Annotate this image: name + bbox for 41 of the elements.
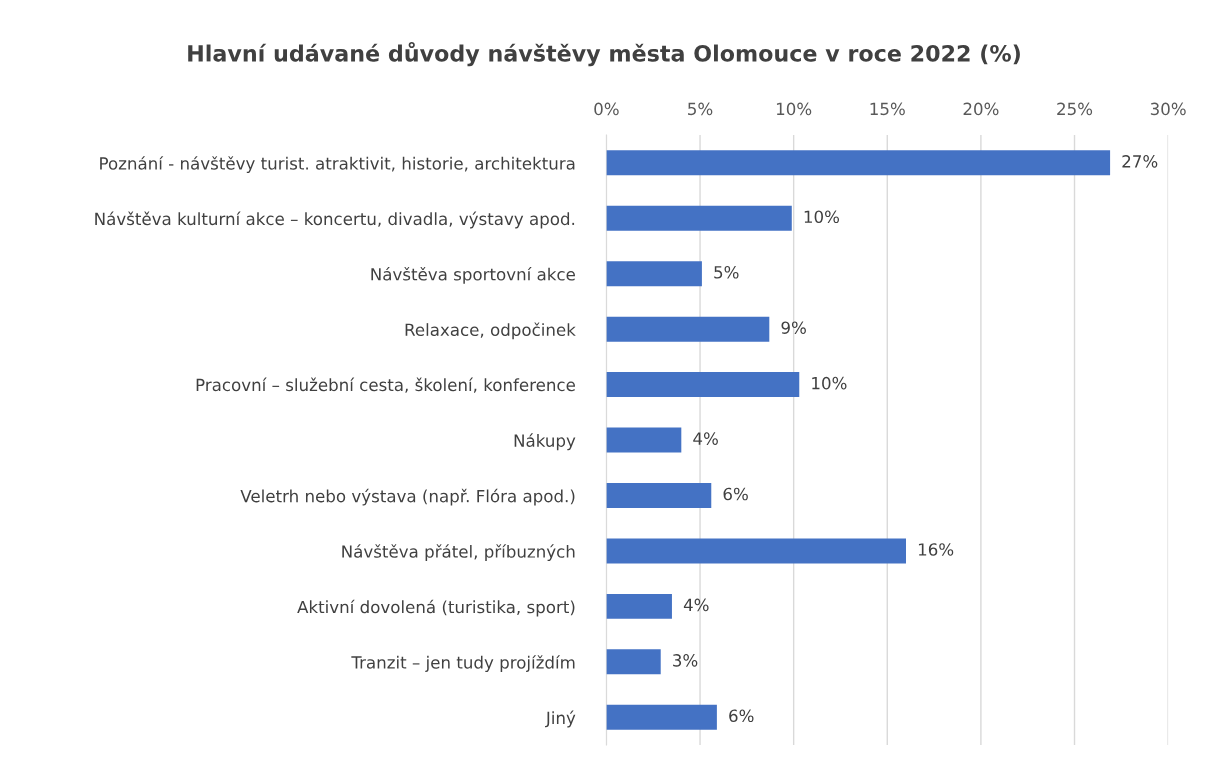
bar [606, 205, 792, 231]
x-tick-label: 5% [688, 102, 713, 116]
bar [606, 649, 661, 675]
x-tick-label: 30% [1150, 102, 1186, 116]
y-tick-label: Návštěva kulturní akce – koncertu, divadla, výstavy apod. [95, 211, 575, 229]
y-tick-label: Návštěva přátel, příbuzných [342, 544, 575, 562]
x-tick-label: 15% [870, 102, 905, 116]
chart-title: Hlavní udávané důvody návštěvy města Olomouce v roce 2022 (%) [188, 41, 1020, 67]
y-tick-label: Relaxace, odpočinek [405, 322, 576, 340]
bar [606, 427, 682, 453]
data-label: 27% [1122, 155, 1158, 168]
x-tick-label: 25% [1057, 102, 1093, 116]
bar [606, 704, 717, 730]
data-label: 5% [714, 265, 739, 279]
data-label: 16% [918, 543, 954, 556]
x-tick-label: 10% [776, 102, 812, 116]
data-label: 4% [693, 432, 718, 445]
y-tick-label: Poznání - návštěvy turist. atraktivit, historie, architektura [100, 156, 575, 173]
bar [606, 538, 906, 564]
y-tick-label: Nákupy [514, 433, 576, 451]
bar [606, 261, 702, 287]
data-label: 4% [683, 598, 709, 612]
data-label: 6% [723, 487, 748, 501]
bar [606, 316, 770, 342]
y-tick-label: Tranzit – jen tudy projíždím [351, 655, 575, 672]
x-tick-label: 20% [963, 102, 999, 116]
y-tick-label: Veletrh nebo výstava (např. Flóra apod.) [240, 488, 575, 506]
y-tick-label: Pracovní – služební cesta, školení, konference [196, 377, 575, 393]
bar [606, 483, 712, 508]
x-tick-label: 0% [594, 102, 619, 116]
data-label: 6% [729, 709, 754, 723]
y-tick-label: Návštěva sportovní akce [371, 267, 575, 284]
data-label: 3% [673, 654, 698, 667]
bar [606, 593, 672, 619]
y-tick-label: Aktivní dovolená (turistika, sport) [297, 599, 575, 617]
data-label: 10% [812, 376, 847, 390]
bar [606, 372, 800, 398]
data-label: 9% [781, 321, 806, 334]
bar [606, 150, 1111, 176]
y-tick-label: Jiný [545, 710, 576, 728]
data-label: 10% [804, 210, 840, 224]
